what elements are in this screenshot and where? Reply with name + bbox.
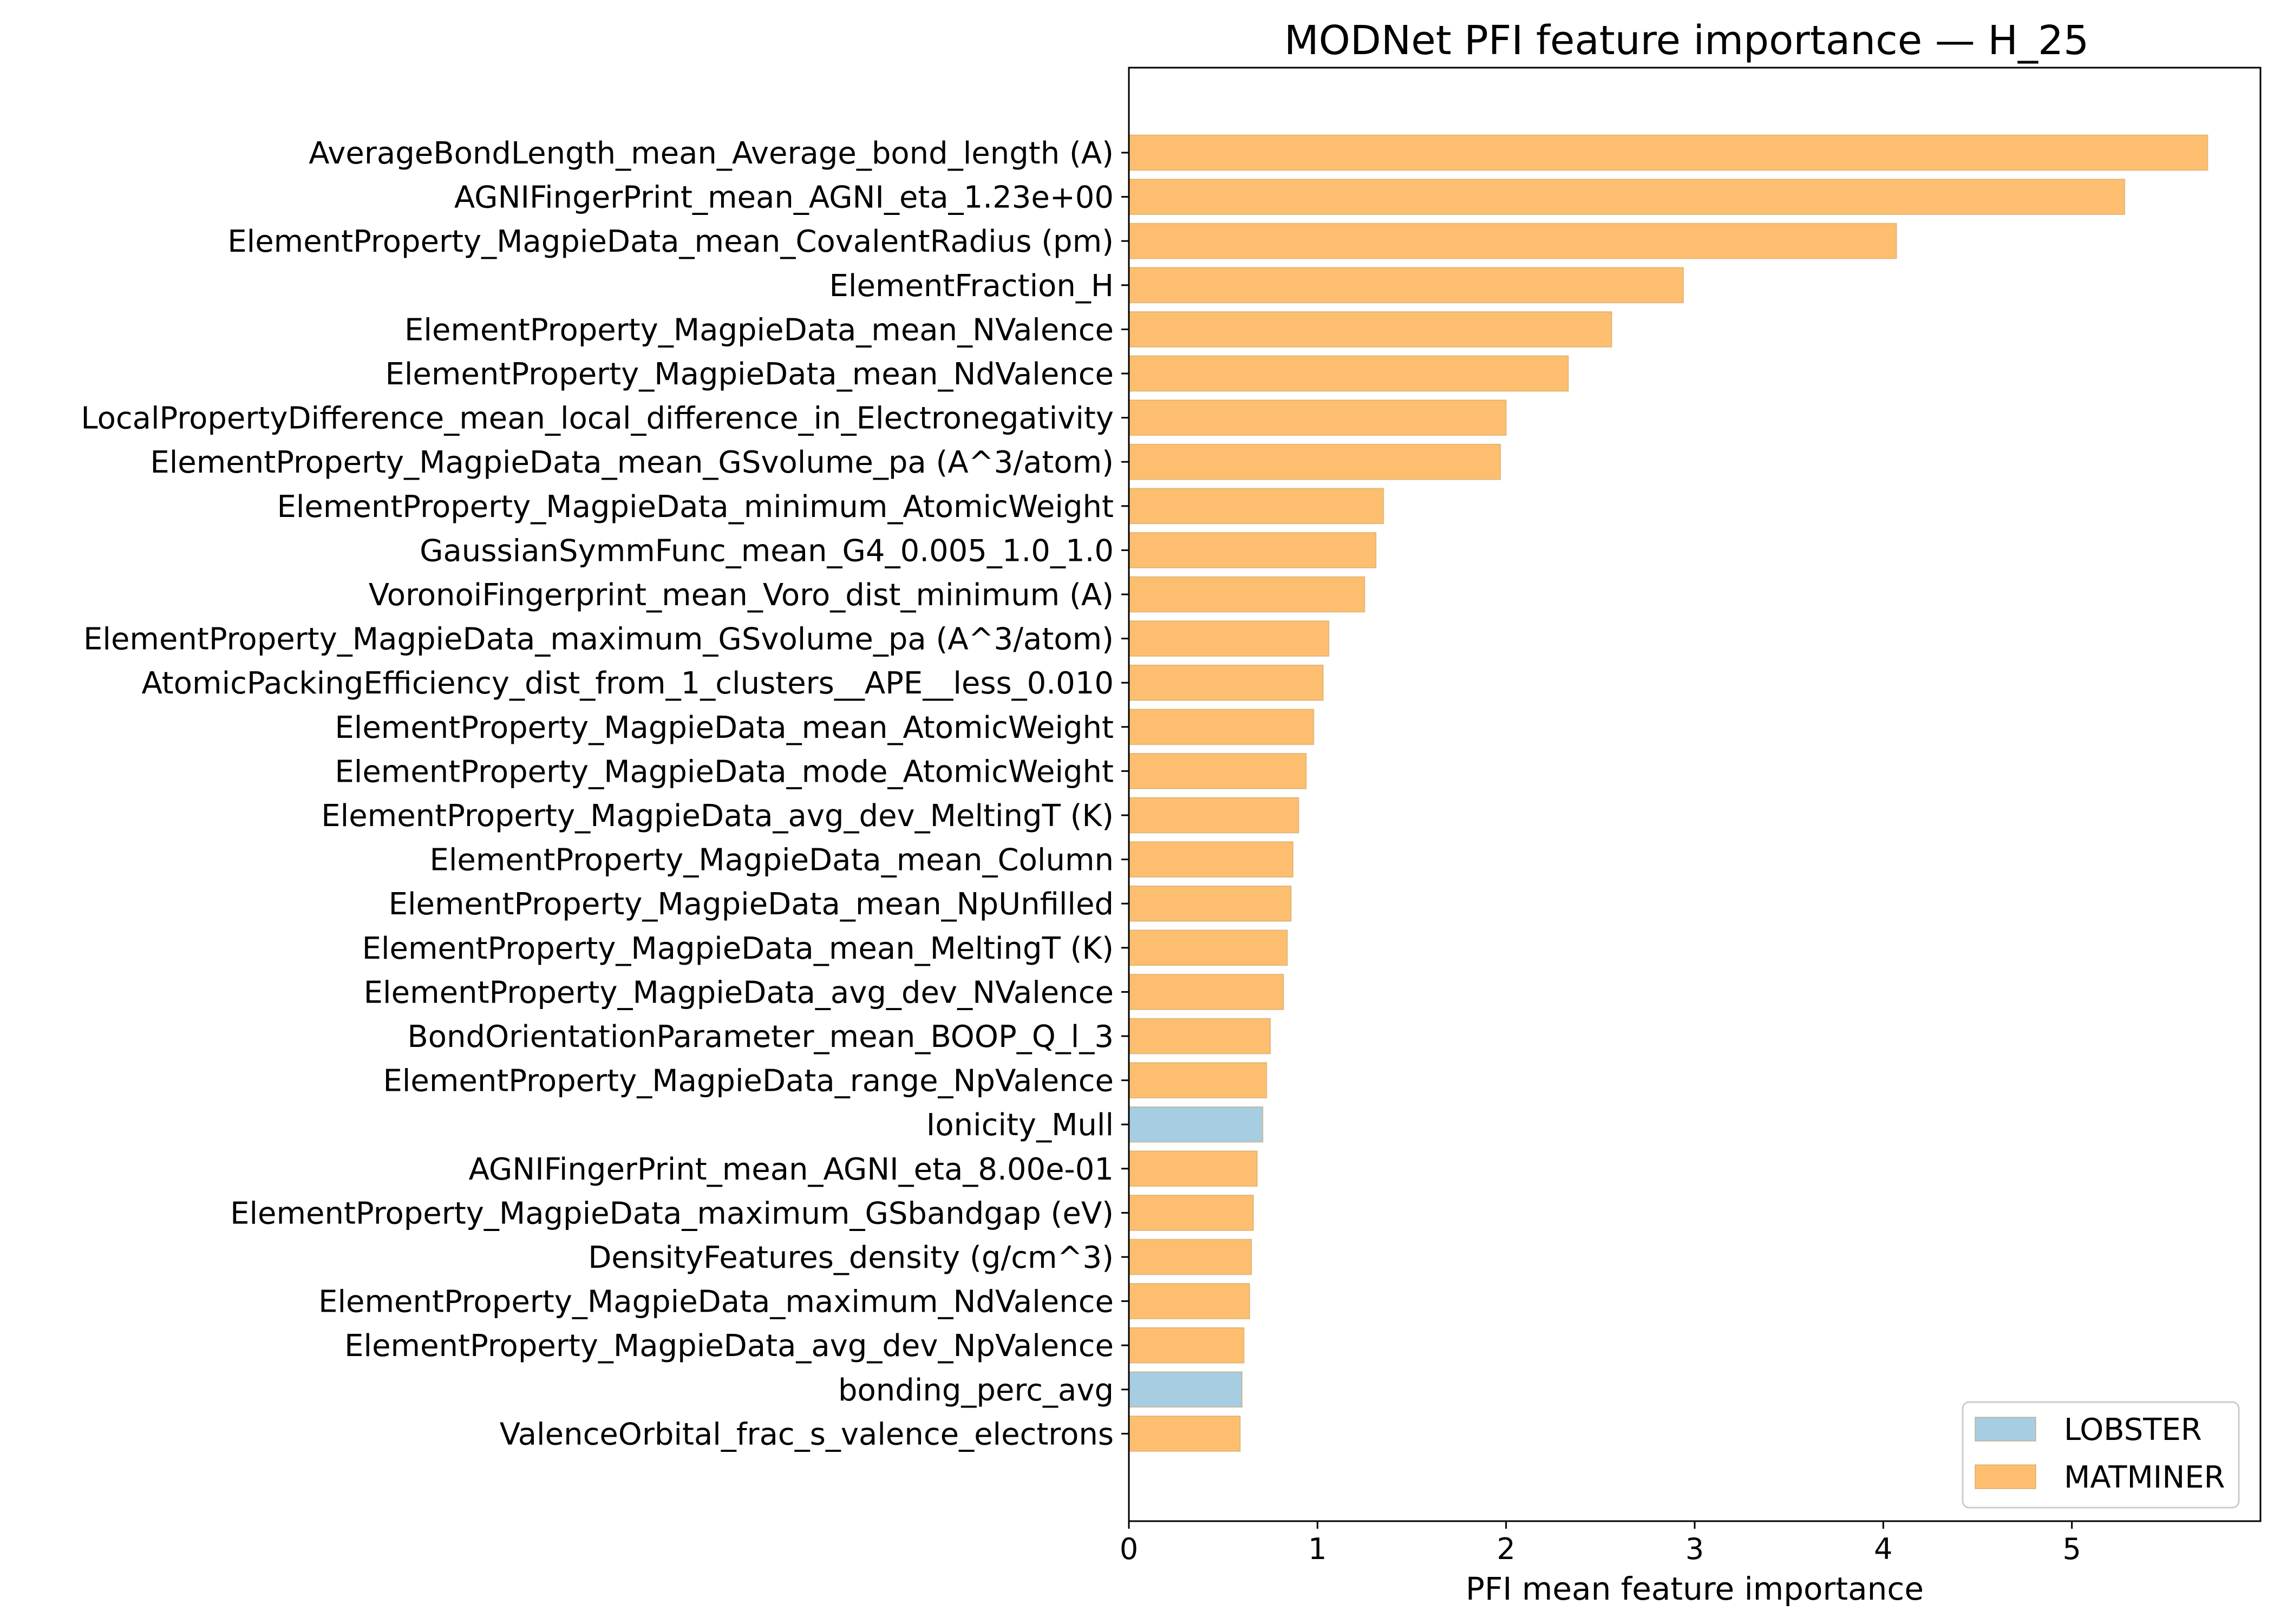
x-tick-label: 2 <box>1497 1532 1515 1566</box>
bar <box>1128 1018 1271 1055</box>
bar <box>1128 311 1612 348</box>
category-label: ElementProperty_MagpieData_maximum_NdVal… <box>318 1285 1114 1320</box>
bar <box>1128 443 1501 480</box>
bar <box>1128 885 1292 922</box>
x-axis-label: PFI mean feature importance <box>1466 1570 1924 1607</box>
bar <box>1128 1194 1254 1231</box>
category-label: ElementProperty_MagpieData_maximum_GSvol… <box>83 622 1114 657</box>
category-label: ElementProperty_MagpieData_mean_MeltingT… <box>362 931 1114 966</box>
category-label: ElementProperty_MagpieData_mean_NValence <box>404 312 1114 348</box>
x-axis-ticks: 0 1 2 3 4 5 <box>1120 1521 2081 1566</box>
category-label: ElementProperty_MagpieData_mode_AtomicWe… <box>335 754 1114 789</box>
bar <box>1128 929 1288 966</box>
bar <box>1128 1239 1252 1275</box>
bar <box>1128 1283 1250 1320</box>
category-label: bonding_perc_avg <box>838 1373 1114 1408</box>
category-label: AGNIFingerPrint_mean_AGNI_eta_1.23e+00 <box>454 180 1114 215</box>
x-tick-label: 4 <box>1874 1532 1892 1566</box>
legend: LOBSTER MATMINER <box>1962 1401 2240 1509</box>
bar <box>1128 709 1315 745</box>
category-label: ValenceOrbital_frac_s_valence_electrons <box>500 1417 1114 1452</box>
category-label: Ionicity_Mull <box>926 1108 1114 1143</box>
bar <box>1128 1371 1243 1408</box>
bars-layer <box>1128 134 2208 1452</box>
category-label: AtomicPackingEfficiency_dist_from_1_clus… <box>141 666 1114 701</box>
legend-swatch <box>1975 1417 2036 1442</box>
bar <box>1128 841 1294 878</box>
category-label: ElementProperty_MagpieData_avg_dev_Melti… <box>321 798 1114 834</box>
category-label: ElementProperty_MagpieData_minimum_Atomi… <box>277 489 1114 525</box>
category-label: ElementProperty_MagpieData_mean_AtomicWe… <box>335 710 1114 745</box>
category-label: BondOrientationParameter_mean_BOOP_Q_l_3 <box>407 1019 1114 1055</box>
bar <box>1128 400 1507 436</box>
chart-title: MODNet PFI feature importance — H_25 <box>1284 17 2089 64</box>
legend-label: MATMINER <box>2064 1460 2225 1495</box>
category-labels: AverageBondLength_mean_Average_bond_leng… <box>81 136 1129 1452</box>
category-label: ElementProperty_MagpieData_range_NpValen… <box>383 1064 1114 1099</box>
category-label: GaussianSymmFunc_mean_G4_0.005_1.0_1.0 <box>420 533 1114 568</box>
legend-label: LOBSTER <box>2064 1412 2202 1448</box>
bar <box>1128 973 1284 1010</box>
x-tick-label: 3 <box>1685 1532 1704 1566</box>
bar <box>1128 1062 1267 1099</box>
category-label: ElementProperty_MagpieData_mean_NpUnfill… <box>389 887 1114 922</box>
bar <box>1128 222 1897 259</box>
plot-frame <box>1128 67 2262 1522</box>
bar <box>1128 355 1569 392</box>
category-label: LocalPropertyDifference_mean_local_diffe… <box>81 401 1114 436</box>
category-label: ElementProperty_MagpieData_mean_Covalent… <box>227 224 1114 259</box>
x-tick-label: 0 <box>1120 1532 1138 1566</box>
bar <box>1128 1327 1245 1364</box>
category-label: AGNIFingerPrint_mean_AGNI_eta_8.00e-01 <box>469 1152 1114 1187</box>
bar <box>1128 620 1330 657</box>
bar <box>1128 179 2126 215</box>
bar <box>1128 1415 1241 1452</box>
category-label: ElementProperty_MagpieData_mean_GSvolume… <box>150 445 1114 480</box>
category-label: ElementProperty_MagpieData_avg_dev_NpVal… <box>344 1328 1114 1364</box>
category-label: DensityFeatures_density (g/cm^3) <box>588 1240 1114 1275</box>
x-tick-label: 5 <box>2062 1532 2081 1566</box>
category-label: VoronoiFingerprint_mean_Voro_dist_minimu… <box>369 578 1114 613</box>
x-tick-label: 1 <box>1308 1532 1327 1566</box>
category-label: ElementFraction_H <box>829 269 1114 304</box>
bar <box>1128 1150 1258 1187</box>
bar <box>1128 532 1377 568</box>
category-label: ElementProperty_MagpieData_mean_NdValenc… <box>385 357 1114 392</box>
bar <box>1128 664 1324 701</box>
bar <box>1128 797 1299 834</box>
bar <box>1128 488 1384 525</box>
bar <box>1128 1106 1264 1143</box>
category-label: ElementProperty_MagpieData_avg_dev_NVale… <box>364 975 1114 1010</box>
bar <box>1128 576 1365 613</box>
category-label: ElementProperty_MagpieData_maximum_GSban… <box>230 1196 1114 1231</box>
bar <box>1128 752 1307 789</box>
bar <box>1128 267 1684 304</box>
category-label: ElementProperty_MagpieData_mean_Column <box>429 843 1114 878</box>
legend-swatch <box>1975 1464 2036 1489</box>
bar <box>1128 134 2208 171</box>
category-label: AverageBondLength_mean_Average_bond_leng… <box>309 136 1114 171</box>
